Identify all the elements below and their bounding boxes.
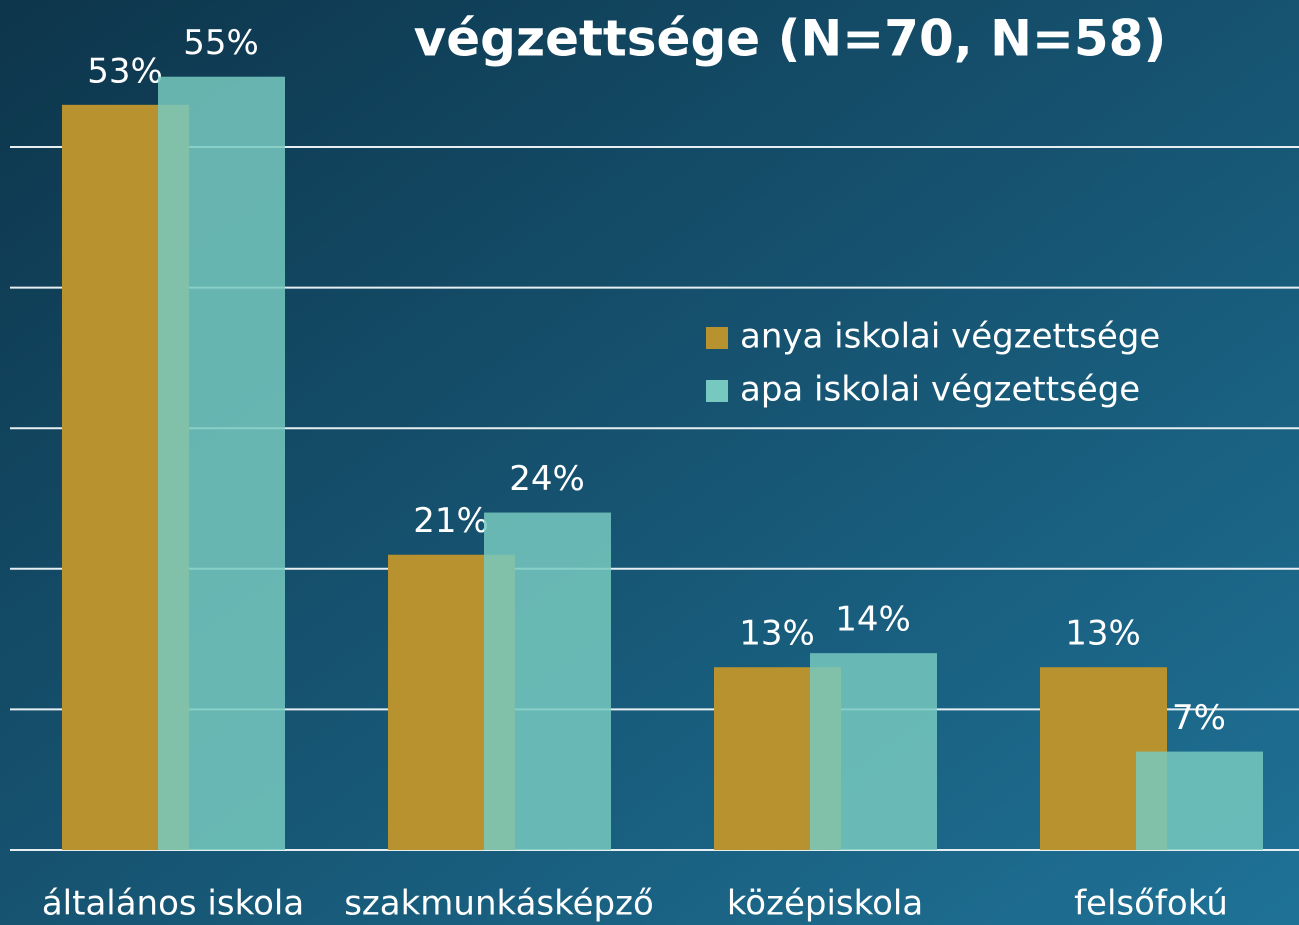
data-label: 13%: [739, 614, 815, 654]
legend-label: anya iskolai végzettsége: [740, 317, 1160, 357]
x-tick-label: szakmunkásképző: [344, 884, 654, 924]
bar: [158, 76, 285, 850]
x-tick-label: felsőfokú: [1074, 884, 1228, 924]
legend-swatch: [706, 380, 728, 402]
legend-label: apa iskolai végzettsége: [740, 370, 1140, 410]
data-label: 24%: [509, 459, 585, 499]
legend-swatch: [706, 327, 728, 349]
x-tick-label: általános iskola: [42, 884, 304, 924]
data-label: 13%: [1065, 614, 1141, 654]
x-tick-label: középiskola: [727, 884, 923, 924]
bar: [810, 653, 937, 850]
bar: [484, 512, 611, 850]
data-label: 53%: [87, 51, 163, 91]
data-label: 14%: [835, 600, 911, 640]
data-label: 21%: [413, 501, 489, 541]
data-label: 7%: [1172, 698, 1226, 738]
data-label: 55%: [183, 23, 259, 63]
chart-title: végzettsége (N=70, N=58): [414, 10, 1167, 68]
bar: [1136, 751, 1263, 850]
